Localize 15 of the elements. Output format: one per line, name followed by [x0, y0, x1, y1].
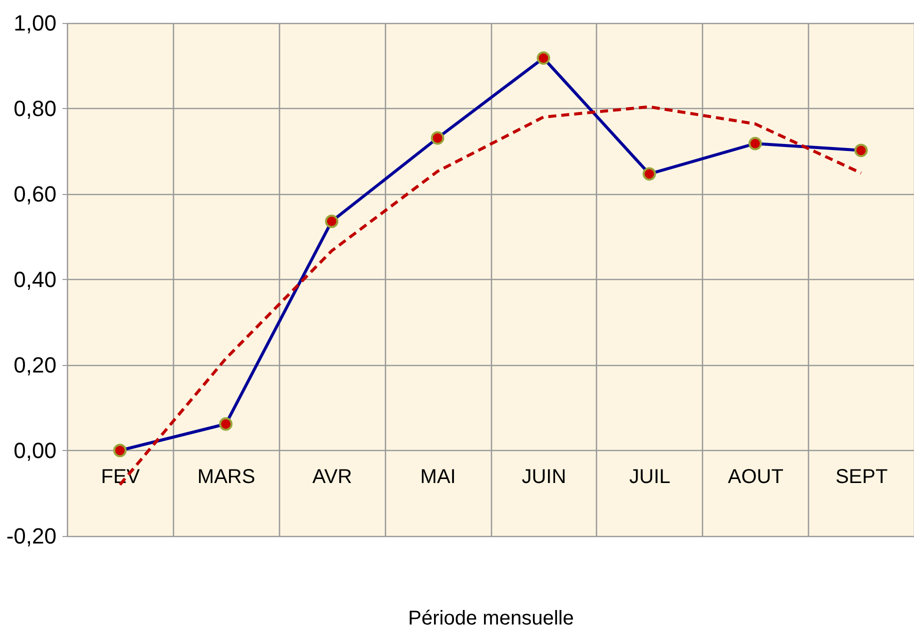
- x-tick-label: MAI: [420, 466, 456, 488]
- x-tick-label: SEPT: [835, 466, 888, 488]
- x-tick-label: AOUT: [728, 466, 784, 488]
- y-tick-label: 0,00: [14, 438, 56, 463]
- y-tick-label: 0,60: [14, 182, 56, 206]
- x-tick-label: AVR: [312, 466, 352, 488]
- x-axis-title: Période mensuelle: [408, 608, 574, 630]
- y-tick-label: 0,80: [14, 96, 56, 121]
- y-tick-label: 0,40: [14, 267, 56, 292]
- y-tick-label: 0,20: [14, 352, 56, 378]
- x-tick-label: JUIN: [522, 466, 566, 488]
- x-tick-label: JUIL: [629, 466, 670, 488]
- x-tick-label: MARS: [197, 466, 256, 488]
- y-tick-label: -0,20: [6, 524, 56, 548]
- y-tick-label: 1,00: [14, 10, 56, 36]
